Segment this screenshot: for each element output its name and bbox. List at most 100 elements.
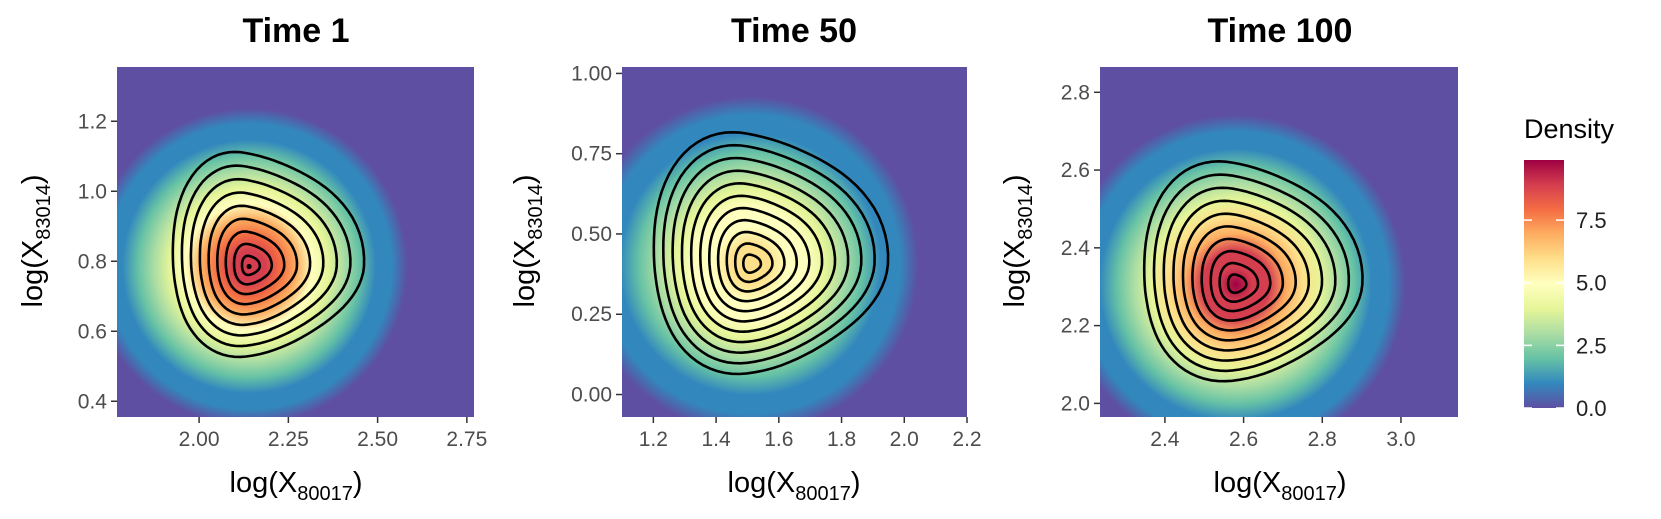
panel-time-1: Time 1 2.00 2.25 2.50 2.75 0.40.60.81.01.2 … [17, 12, 487, 505]
density-plot [117, 67, 474, 417]
x-axis-ticks: 2.4 2.6 2.8 3.0 [1150, 417, 1416, 451]
contour-line [716, 218, 798, 303]
x-tick-label: 1.4 [701, 428, 731, 451]
y-tick-label: 0.4 [78, 390, 108, 413]
contour-line [1142, 159, 1364, 383]
x-tick-label: 2.75 [446, 428, 487, 451]
x-tick-label: 2.6 [1229, 428, 1258, 451]
density-field [1100, 67, 1458, 417]
panel-title: Time 1 [242, 12, 349, 50]
y-tick-label: 2.4 [1061, 237, 1091, 260]
y-axis-label-subscript: 83014 [525, 184, 547, 240]
contour-line [698, 194, 824, 323]
legend-tick-label: 0.0 [1576, 396, 1607, 421]
y-axis-label-base: log(X [509, 240, 541, 308]
contour-line [198, 191, 325, 327]
y-tick-label: 0.50 [571, 223, 612, 246]
y-axis-ticks: 0.00 0.25 0.50 0.75 1.00 [571, 62, 622, 407]
contour-line [1200, 237, 1285, 322]
contour-line [224, 230, 286, 296]
y-axis-label-base: log(X [999, 240, 1031, 308]
density-plot [1100, 67, 1458, 417]
contour-line [171, 150, 366, 359]
x-axis-label-end: ) [851, 467, 861, 499]
y-tick-label: 0.8 [78, 250, 107, 273]
x-tick-label: 3.0 [1386, 428, 1415, 451]
y-axis-label-end: ) [509, 175, 541, 185]
legend-colorbar [1524, 160, 1564, 408]
y-axis-label: log(X83014) [999, 175, 1037, 308]
contour-line [661, 143, 876, 365]
density-field [117, 67, 474, 417]
y-tick-label: 1.2 [78, 110, 107, 133]
legend-tick-label: 2.5 [1576, 333, 1607, 358]
x-axis-label: log(X80017) [728, 467, 861, 505]
y-tick-label: 2.6 [1061, 159, 1090, 182]
y-tick-label: 0.00 [571, 384, 612, 407]
contour-line [1162, 186, 1337, 362]
density-plot [622, 67, 967, 417]
y-tick-label: 1.00 [571, 62, 612, 85]
contour-line [1152, 173, 1351, 373]
contour-line [725, 230, 786, 293]
panel-time-100: Time 100 2.4 2.6 2.8 3.0 2.0 2.2 2.4 2.6 2.8 lo… [999, 12, 1458, 505]
y-tick-label: 1.0 [78, 180, 107, 203]
contour-line [240, 254, 262, 277]
contour-line [742, 253, 763, 274]
y-tick-label: 0.75 [571, 143, 612, 166]
contour-line [232, 242, 274, 286]
contour-line [1218, 261, 1260, 303]
contour-line [652, 130, 890, 376]
y-tick-label: 0.6 [78, 320, 107, 343]
density-legend: Density 0.0 2.5 5.0 7.5 [1524, 114, 1615, 421]
y-tick-label: 2.0 [1061, 392, 1090, 415]
x-tick-label: 1.2 [639, 428, 668, 451]
x-tick-label: 1.6 [764, 428, 793, 451]
x-axis-label-subscript: 80017 [795, 483, 851, 505]
contour-line [708, 206, 811, 313]
panel-title: Time 100 [1208, 12, 1353, 50]
x-tick-label: 2.4 [1150, 428, 1180, 451]
x-tick-label: 2.00 [179, 428, 220, 451]
y-axis-label: log(X83014) [17, 175, 55, 308]
legend-tick-label: 5.0 [1576, 271, 1607, 296]
x-axis-label-subscript: 80017 [1281, 483, 1337, 505]
y-axis-label-subscript: 83014 [33, 184, 55, 240]
contour-line [689, 181, 837, 334]
x-axis-label-end: ) [353, 467, 363, 499]
x-tick-label: 2.25 [268, 428, 309, 451]
contour-line [671, 156, 863, 355]
contour-line [215, 217, 299, 306]
y-axis-label-end: ) [999, 175, 1031, 185]
x-axis-label: log(X80017) [1214, 467, 1347, 505]
x-axis-label-base: log(X [1214, 467, 1282, 499]
legend-title: Density [1524, 114, 1615, 144]
contour-line [1209, 249, 1272, 313]
peak-marker [246, 263, 252, 270]
contour-line [680, 169, 850, 344]
x-axis-label-subscript: 80017 [297, 483, 353, 505]
y-axis-label-end: ) [17, 175, 49, 185]
contour-line [1226, 273, 1248, 295]
x-tick-label: 2.2 [952, 428, 981, 451]
y-axis-label-base: log(X [17, 240, 49, 308]
y-axis-label-subscript: 83014 [1015, 184, 1037, 240]
x-tick-label: 1.8 [827, 428, 856, 451]
y-axis-ticks: 0.4 0.6 0.8 1.0 1.2 [78, 110, 117, 413]
contour-line [1172, 199, 1324, 352]
contour-line [180, 164, 352, 348]
x-axis-label: log(X80017) [230, 467, 363, 505]
y-tick-label: 2.2 [1061, 315, 1090, 338]
panel-title: Time 50 [731, 12, 857, 50]
y-tick-label: 0.25 [571, 303, 612, 326]
legend-ticks: 0.0 2.5 5.0 7.5 [1524, 208, 1607, 421]
y-tick-label: 2.8 [1061, 81, 1090, 104]
contour-line [189, 177, 339, 337]
x-axis-label-end: ) [1337, 467, 1347, 499]
contour-line [1181, 212, 1310, 342]
x-tick-label: 2.8 [1308, 428, 1337, 451]
panel-time-50: Time 50 1.2 1.4 1.6 1.8 2.0 2.2 0.000.250.500… [509, 12, 982, 505]
x-axis-ticks: 2.00 2.25 2.50 2.75 [179, 417, 487, 451]
legend-tick-label: 7.5 [1576, 208, 1607, 233]
